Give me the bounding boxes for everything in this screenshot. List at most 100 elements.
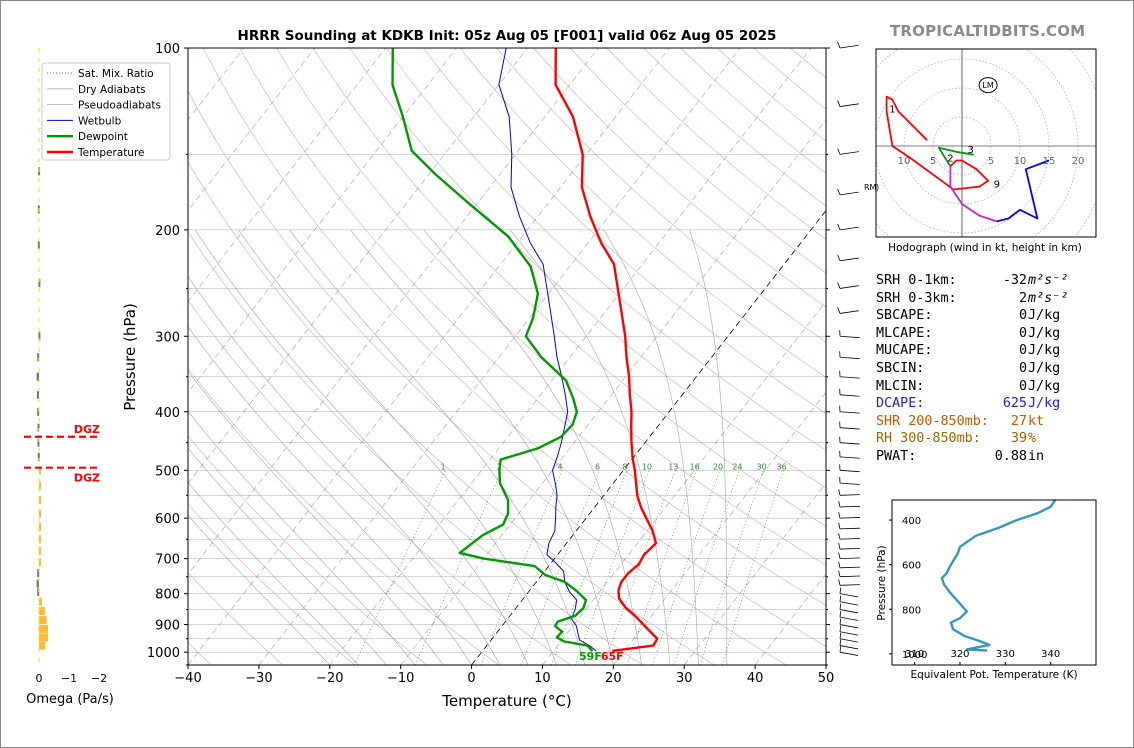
isotherm-line <box>188 48 386 302</box>
omega-bar <box>37 241 40 250</box>
wind-barb-shaft <box>839 547 860 550</box>
dgz-label: DGZ <box>74 423 100 436</box>
omega-bar <box>37 569 40 578</box>
mixing-ratio-label: 10 <box>642 462 652 471</box>
param-unit: m²s⁻² <box>1028 273 1069 288</box>
mixing-ratio-line <box>353 470 446 665</box>
wind-barb-shaft <box>839 638 859 643</box>
param-value: -32 <box>1002 273 1027 288</box>
hodo-lm-label: LM <box>982 81 993 90</box>
wind-barb-shaft <box>839 469 860 473</box>
isotherm-line <box>188 48 457 393</box>
isotherm-line <box>471 209 826 665</box>
mixing-ratio-line <box>480 470 563 665</box>
pseudoadiabat-line <box>689 229 728 665</box>
wind-barb-flag <box>837 282 841 289</box>
param-row: DCAPE: 625 J/kg <box>876 395 1090 413</box>
wind-barb-shaft <box>839 411 860 414</box>
wind-barb-shaft <box>839 356 860 360</box>
mixing-ratio-line <box>699 470 764 665</box>
omega-bar <box>36 579 39 588</box>
param-label: SBCAPE: <box>876 308 933 324</box>
skewt-axes-frame <box>187 47 827 666</box>
mixing-ratio-line <box>574 470 650 665</box>
param-row: SBCIN: 0 J/kg <box>876 360 1090 378</box>
param-row: SBCAPE: 0 J/kg <box>876 307 1090 325</box>
wind-barb-flag <box>838 533 841 540</box>
hodo-tick-label: 15 <box>1043 156 1056 167</box>
omega-bar <box>38 279 41 288</box>
param-unit: J/kg <box>1028 308 1061 324</box>
omega-bar <box>39 633 48 642</box>
legend-entry: Temperature <box>77 147 145 159</box>
omega-bar <box>39 535 41 544</box>
pseudoadiabat-line <box>603 229 699 665</box>
pseudoadiabat-line <box>188 326 472 665</box>
dry-adiabat-line <box>349 48 826 489</box>
skewt-axis-ticks: −40 −30 −20 −10 0 10 20 30 40 50 100 200 300 400 500 60… <box>147 42 834 686</box>
omega-bar <box>39 616 47 625</box>
legend-entry: Sat. Mix. Ratio <box>78 68 154 80</box>
wind-barb-shaft <box>839 394 860 397</box>
wind-barb-flag <box>837 254 841 261</box>
param-unit: J/kg <box>1028 360 1061 376</box>
omega-bar <box>39 522 41 531</box>
theta-x-tick-label: 310 <box>905 649 924 660</box>
mixing-ratio-line <box>721 470 784 665</box>
wind-barb-shaft <box>839 601 859 606</box>
pseudoadiabat-line <box>289 229 586 665</box>
wind-barb-flag <box>839 639 842 646</box>
hodo-rm-paren: ) <box>876 183 879 192</box>
mixing-ratio-line <box>603 470 676 665</box>
y-tick-label: 500 <box>155 464 180 479</box>
theta-e-frame <box>891 499 1097 666</box>
legend-entry: Dewpoint <box>78 131 128 143</box>
wind-barb-flag <box>839 587 842 594</box>
mixing-ratio-label: 20 <box>713 462 723 471</box>
legend-entry: Wetbulb <box>78 115 122 127</box>
wind-barb-flag <box>838 570 841 577</box>
dry-adiabat-line <box>188 572 284 665</box>
y-tick-label: 700 <box>155 553 180 568</box>
hodo-lm-marker <box>978 77 998 94</box>
dgz-label: DGZ <box>74 472 100 485</box>
param-label: DCAPE: <box>876 396 925 412</box>
param-value: 0 <box>1018 343 1027 359</box>
x-tick-label: −30 <box>245 671 272 686</box>
mixing-ratio-label: 6 <box>595 462 600 471</box>
param-value: 0 <box>1018 308 1027 324</box>
omega-bar <box>36 390 39 399</box>
mixing-ratio-line <box>550 470 628 665</box>
dry-adiabat-line <box>459 48 826 378</box>
omega-bar <box>37 587 40 596</box>
dry-adiabat-line <box>423 48 826 414</box>
wind-barb-shaft <box>839 616 859 621</box>
theta-x-tick-label: 340 <box>1041 649 1060 660</box>
param-value: 39 <box>1010 431 1027 447</box>
wind-barb-flag <box>837 223 841 231</box>
dry-adiabat-line <box>188 299 571 665</box>
param-row: RH 300-850mb: 39% <box>876 430 1090 448</box>
param-value: 0 <box>1018 378 1027 394</box>
omega-bar <box>37 452 40 461</box>
hodograph-labels: 10 5 5 10 15 20 1 2 3 9 LM RM) <box>864 77 1084 192</box>
wind-barb-shaft <box>839 151 859 155</box>
wind-barb-flag <box>837 188 841 195</box>
hodo-height-label: 1 <box>889 104 895 115</box>
param-row: SRH 0-3km: 2 m²s⁻² <box>876 290 1090 308</box>
omega-bar <box>39 597 42 606</box>
omega-bar <box>39 466 41 475</box>
legend-entry: Dry Adiabats <box>78 84 146 96</box>
isotherm-line <box>188 48 528 484</box>
x-tick-label: 20 <box>605 671 622 686</box>
omega-bar <box>38 332 41 341</box>
pseudoadiabat-line <box>350 229 614 665</box>
wind-barb-shaft <box>839 310 859 314</box>
theta-e-xlabel: Equivalent Pot. Temperature (K) <box>910 669 1077 681</box>
y-tick-label: 400 <box>155 406 180 421</box>
mixing-ratio-label: 8 <box>622 462 627 471</box>
wind-barb-flag <box>838 489 841 496</box>
y-tick-label: 800 <box>155 588 180 603</box>
param-label: MUCAPE: <box>876 343 933 359</box>
theta-y-tick-label: 600 <box>902 561 921 572</box>
